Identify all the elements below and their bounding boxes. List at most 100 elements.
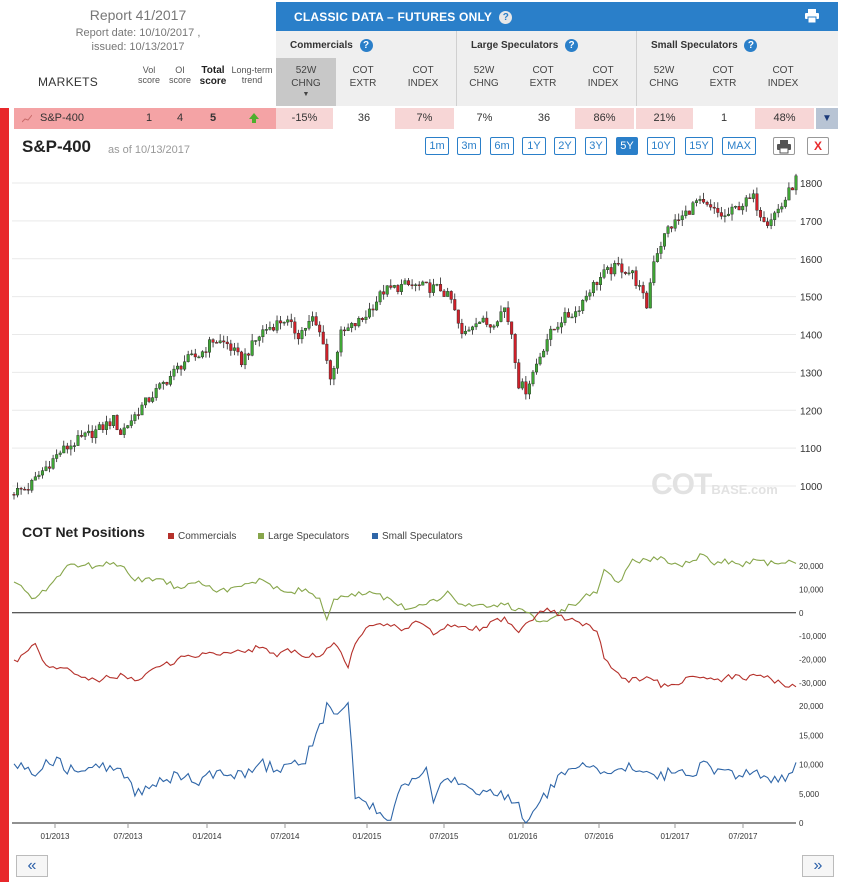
market-row-sp400[interactable]: S&P-400 1 4 5 -15% 36 7% 7% 36 86% 21% 1…	[14, 108, 838, 129]
candle-body	[236, 347, 240, 353]
sort-small-cot-extr[interactable]: COT EXTR	[693, 64, 753, 90]
legend-swatch	[258, 533, 264, 540]
sort-large-cot-index[interactable]: COT INDEX	[573, 64, 633, 90]
range-2y-button[interactable]: 2Y	[554, 137, 576, 155]
candle-body	[264, 329, 268, 331]
net-tick-label: -30,000	[799, 679, 827, 688]
sub-label-line1: 52W	[295, 65, 317, 76]
net-y-ticks: 20,000 10,000 0 -10,000 -20,000 -30,000	[799, 562, 827, 688]
vol-score-header[interactable]: Vol score	[134, 65, 164, 85]
help-icon[interactable]: ?	[744, 39, 758, 52]
help-icon[interactable]: ?	[565, 39, 579, 52]
chart-close-button[interactable]: X	[807, 137, 829, 155]
candle-body	[684, 210, 688, 216]
candle-body	[62, 445, 66, 454]
legend-commercials[interactable]: Commercials	[168, 531, 236, 542]
sort-down-icon: ▼	[302, 91, 310, 98]
chart-print-button[interactable]	[773, 137, 795, 155]
commercials-cot-index: 7%	[395, 108, 454, 129]
candle-body	[215, 342, 219, 344]
candle-body	[783, 199, 787, 207]
candle-body	[538, 356, 542, 365]
row-collapse-dropdown[interactable]: ▼	[816, 108, 838, 129]
legend-large-speculators[interactable]: Large Speculators	[258, 531, 349, 542]
candle-body	[186, 354, 190, 362]
range-1m-button[interactable]: 1m	[425, 137, 449, 155]
x-axis-label: 07/2013	[114, 832, 143, 841]
candle-body	[239, 351, 243, 366]
candle-body	[200, 351, 204, 358]
range-1y-button[interactable]: 1Y	[522, 137, 546, 155]
candle-body	[748, 197, 752, 199]
trend-header[interactable]: Long-term trend	[229, 65, 275, 85]
sub-label-line2: EXTR	[529, 78, 557, 89]
candle-body	[271, 327, 275, 331]
previous-market-button[interactable]: «	[16, 855, 48, 877]
range-max-button[interactable]: MAX	[722, 137, 756, 155]
candle-body	[638, 285, 642, 287]
group-large-label: Large Speculators	[471, 40, 559, 52]
candle-body	[108, 421, 112, 426]
sub-label-line1: 52W	[473, 65, 495, 76]
candle-body	[616, 263, 620, 265]
sort-large-52w-chng[interactable]: 52W CHNG	[454, 64, 514, 90]
print-icon[interactable]	[804, 9, 820, 28]
candle-body	[751, 193, 755, 199]
candle-body	[275, 320, 279, 331]
candle-body	[58, 452, 62, 455]
candle-body	[392, 285, 396, 288]
range-3m-button[interactable]: 3m	[457, 137, 481, 155]
candle-body	[677, 219, 681, 221]
x-axis-label: 07/2017	[729, 832, 758, 841]
candle-body	[254, 340, 258, 342]
range-15y-button[interactable]: 15Y	[685, 137, 713, 155]
sort-commercials-cot-index[interactable]: COT INDEX	[393, 64, 453, 90]
sort-small-cot-index[interactable]: COT INDEX	[753, 64, 813, 90]
candle-body	[417, 284, 421, 286]
range-6m-button[interactable]: 6m	[490, 137, 514, 155]
sub-label-line2: EXTR	[709, 78, 737, 89]
sort-small-52w-chng[interactable]: 52W CHNG	[634, 64, 694, 90]
total-header-bold1: Total	[201, 65, 225, 76]
candle-body	[48, 466, 52, 469]
sort-commercials-52w-chng[interactable]: 52W CHNG ▼	[276, 58, 336, 106]
small-tick-label: 15,000	[799, 731, 824, 740]
sub-label-line2: EXTR	[349, 78, 377, 89]
range-5y-button[interactable]: 5Y	[616, 137, 638, 155]
legend-small-speculators[interactable]: Small Speculators	[372, 531, 463, 542]
candle-body	[33, 476, 37, 481]
price-tick-label: 1400	[800, 331, 823, 342]
candle-body	[44, 466, 48, 471]
market-name[interactable]: S&P-400	[40, 112, 85, 124]
candle-body	[144, 397, 148, 406]
candle-body	[90, 430, 94, 439]
candle-body	[499, 311, 503, 322]
sub-label-line2: INDEX	[407, 78, 439, 89]
candle-body	[556, 326, 560, 330]
sort-large-cot-extr[interactable]: COT EXTR	[513, 64, 573, 90]
legend-label: Small Speculators	[382, 531, 463, 542]
market-chart-icon[interactable]	[20, 108, 34, 129]
sort-commercials-cot-extr[interactable]: COT EXTR	[333, 64, 393, 90]
oi-score-header[interactable]: OI score	[166, 65, 194, 85]
candle-body	[26, 489, 30, 491]
x-axis-label: 01/2015	[353, 832, 382, 841]
candle-body	[55, 454, 59, 459]
total-score-header[interactable]: Total score	[196, 65, 230, 87]
help-icon[interactable]: ?	[359, 39, 373, 52]
legend-label: Large Speculators	[268, 531, 350, 542]
range-10y-button[interactable]: 10Y	[647, 137, 675, 155]
candle-body	[232, 347, 236, 351]
next-market-button[interactable]: »	[802, 855, 834, 877]
help-icon[interactable]: ?	[499, 11, 513, 25]
candle-body	[136, 414, 140, 416]
small-cot-index: 48%	[755, 108, 814, 129]
candle-body	[606, 267, 610, 270]
candle-body	[630, 270, 634, 274]
range-3y-button[interactable]: 3Y	[585, 137, 607, 155]
candle-body	[112, 415, 116, 426]
candle-body	[250, 340, 254, 356]
candle-body	[140, 404, 144, 416]
total-header-line2: score	[196, 76, 230, 87]
